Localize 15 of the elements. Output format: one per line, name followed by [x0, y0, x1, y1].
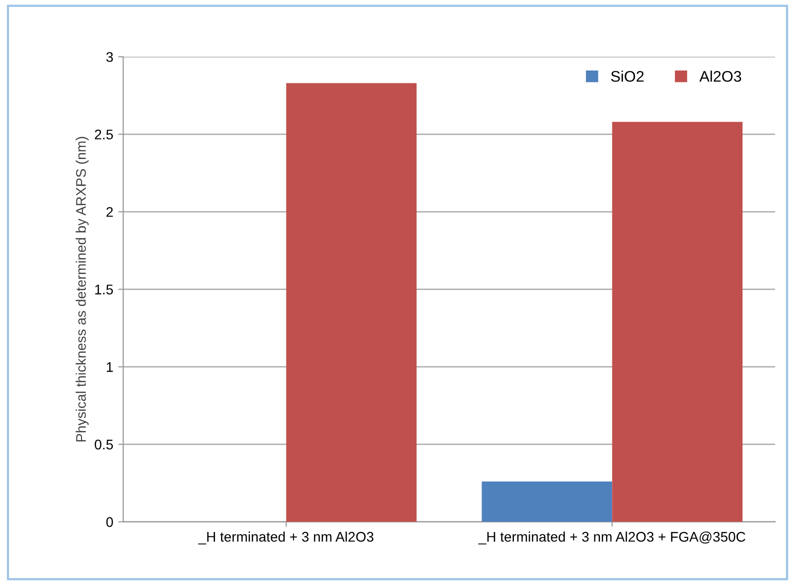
y-tick-label: 3	[106, 52, 113, 62]
y-tick-label: 0	[106, 517, 113, 527]
y-axis-title: Physical thickness as determined by ARXPS (nm)	[76, 136, 89, 442]
bar	[482, 482, 612, 522]
y-tick-label: 2	[106, 207, 113, 217]
bar	[286, 83, 417, 522]
y-tick-label: 0.5	[94, 440, 113, 450]
y-tick-label: 1.5	[95, 284, 113, 294]
x-tick-label: _H terminated + 3 nm Al2O3 + FGA@350C	[478, 532, 746, 544]
y-tick-label: 1	[106, 362, 113, 372]
legend-label: SiO2	[611, 70, 644, 82]
x-tick-label: _H terminated + 3 nm Al2O3	[198, 532, 374, 544]
y-tick-label: 2.5	[94, 130, 113, 140]
legend-label: Al2O3	[699, 70, 742, 82]
bar	[612, 122, 743, 522]
